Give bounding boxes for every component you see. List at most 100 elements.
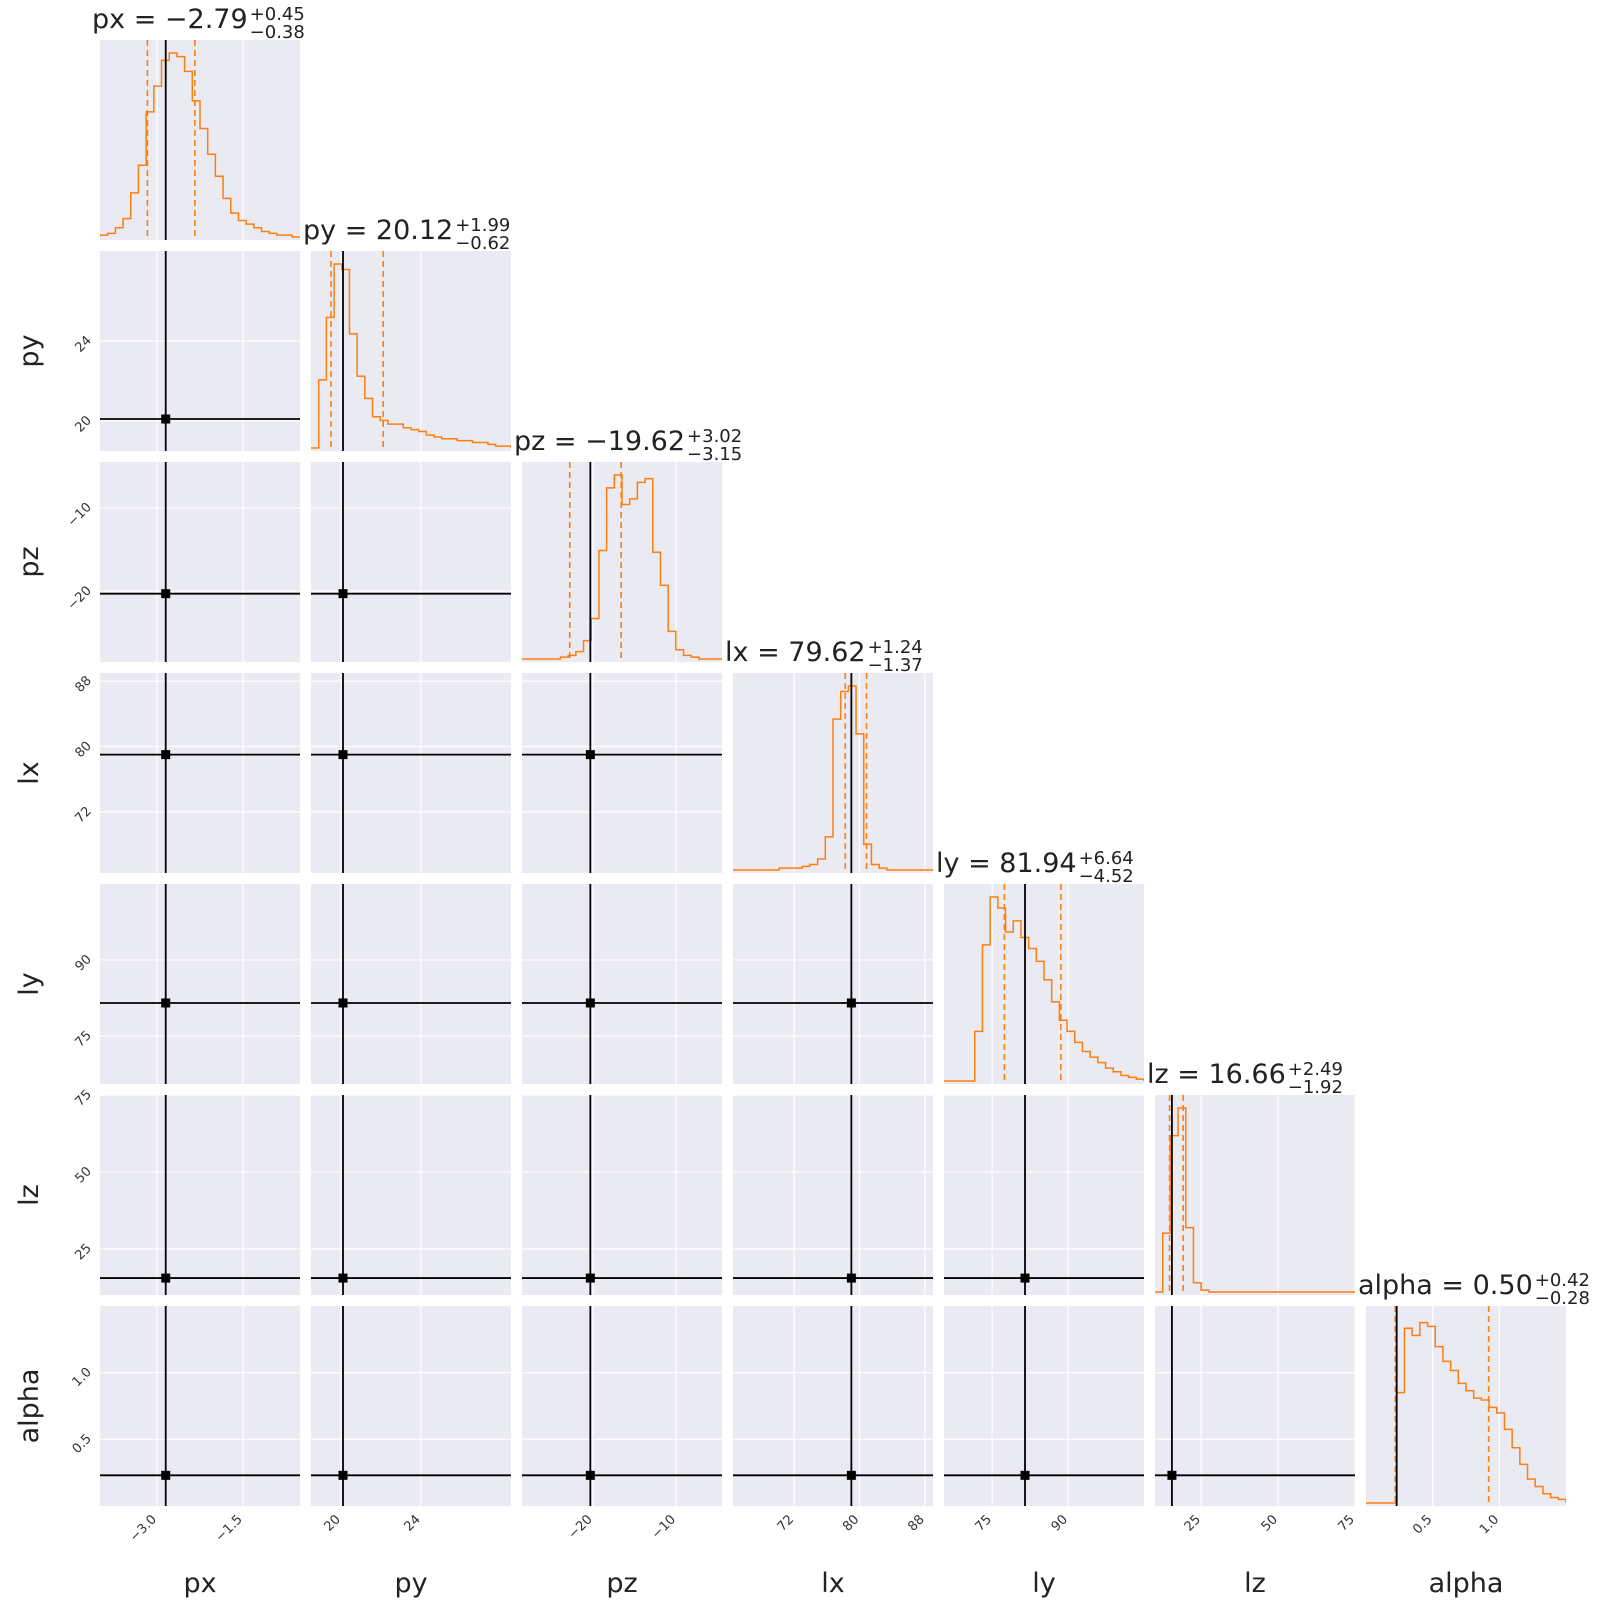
title-minus-lx: −1.37 bbox=[868, 655, 923, 676]
histogram-ly bbox=[944, 896, 1144, 1082]
panel-diag-ly bbox=[944, 884, 1144, 1084]
panel-content-diag-lx bbox=[733, 673, 933, 873]
panel-title-ly: ly = 81.94 bbox=[936, 848, 1077, 879]
title-plus-px: +0.45 bbox=[250, 4, 305, 25]
truth-marker-lz-vs-px bbox=[161, 1273, 171, 1283]
panel-content-alpha-vs-lz bbox=[1155, 1306, 1355, 1506]
truth-marker-alpha-vs-py bbox=[338, 1470, 348, 1480]
truth-marker-pz-vs-px bbox=[161, 589, 171, 599]
histogram-lz bbox=[1155, 1107, 1355, 1293]
y-tick-label-py-1: 24 bbox=[73, 333, 95, 355]
panel-pz-vs-py bbox=[311, 462, 511, 662]
x-tick-label-pz-1: −10 bbox=[649, 1512, 679, 1542]
histogram-lx bbox=[733, 685, 933, 871]
title-minus-px: −0.38 bbox=[250, 22, 305, 43]
title-value-alpha: alpha = 0.50 bbox=[1358, 1270, 1533, 1301]
panel-diag-px bbox=[100, 40, 300, 240]
truth-marker-pz-vs-py bbox=[338, 589, 348, 599]
panel-lz-vs-px bbox=[100, 1095, 300, 1295]
panel-diag-alpha bbox=[1366, 1306, 1566, 1506]
x-tick-label-px-1: −1.5 bbox=[213, 1512, 246, 1545]
histogram-alpha bbox=[1366, 1321, 1566, 1504]
truth-marker-alpha-vs-pz bbox=[585, 1470, 595, 1480]
panel-content-diag-pz bbox=[522, 462, 722, 662]
y-tick-label-pz-1: −10 bbox=[65, 500, 95, 530]
panel-title-alpha: alpha = 0.50 bbox=[1358, 1270, 1533, 1301]
histogram-px bbox=[100, 52, 300, 238]
truth-marker-lz-vs-py bbox=[338, 1273, 348, 1283]
title-plus-ly: +6.64 bbox=[1079, 848, 1134, 869]
panel-content-alpha-vs-pz bbox=[522, 1306, 722, 1506]
title-value-lz: lz = 16.66 bbox=[1147, 1059, 1286, 1090]
panel-title-px: px = −2.79 bbox=[92, 4, 248, 35]
panel-lz-vs-py bbox=[311, 1095, 511, 1295]
truth-marker-lz-vs-lx bbox=[846, 1273, 856, 1283]
x-axis-label-pz: pz bbox=[606, 1568, 637, 1599]
y-tick-label-lx-0: 72 bbox=[73, 804, 95, 826]
y-axis-label-ly: ly bbox=[14, 972, 45, 996]
truth-marker-lx-vs-px bbox=[161, 750, 171, 760]
y-axis-label-pz: pz bbox=[14, 546, 45, 577]
title-plus-lz: +2.49 bbox=[1288, 1059, 1343, 1080]
x-axis-label-lz: lz bbox=[1244, 1568, 1266, 1599]
panel-content-lz-vs-pz bbox=[522, 1095, 722, 1295]
x-tick-label-lz-1: 50 bbox=[1259, 1512, 1281, 1534]
histogram-py bbox=[311, 263, 511, 449]
y-tick-label-alpha-0: 0.5 bbox=[70, 1432, 95, 1457]
panel-content-lz-vs-py bbox=[311, 1095, 511, 1295]
title-plus-py: +1.99 bbox=[455, 215, 510, 236]
panel-py-vs-px bbox=[100, 251, 300, 451]
panel-content-ly-vs-py bbox=[311, 884, 511, 1084]
panel-ly-vs-pz bbox=[522, 884, 722, 1084]
panel-content-lx-vs-pz bbox=[522, 673, 722, 873]
x-tick-label-lx-1: 80 bbox=[840, 1512, 862, 1534]
x-axis-label-lx: lx bbox=[821, 1568, 845, 1599]
y-tick-label-ly-1: 90 bbox=[73, 952, 95, 974]
panel-content-alpha-vs-px bbox=[100, 1306, 300, 1506]
x-axis-label-ly: ly bbox=[1032, 1568, 1056, 1599]
truth-marker-alpha-vs-lz bbox=[1167, 1470, 1177, 1480]
panel-title-py: py = 20.12 bbox=[303, 215, 453, 246]
title-minus-py: −0.62 bbox=[455, 233, 510, 254]
panel-content-lz-vs-lx bbox=[733, 1095, 933, 1295]
panel-alpha-vs-lz bbox=[1155, 1306, 1355, 1506]
panel-content-ly-vs-pz bbox=[522, 884, 722, 1084]
x-tick-label-lx-0: 72 bbox=[775, 1512, 797, 1534]
truth-marker-lz-vs-pz bbox=[585, 1273, 595, 1283]
truth-marker-ly-vs-pz bbox=[585, 998, 595, 1008]
truth-marker-lx-vs-py bbox=[338, 750, 348, 760]
title-value-pz: pz = −19.62 bbox=[514, 426, 685, 457]
panel-ly-vs-px bbox=[100, 884, 300, 1084]
truth-marker-alpha-vs-ly bbox=[1020, 1470, 1030, 1480]
x-axis-label-py: py bbox=[394, 1568, 427, 1599]
title-minus-lz: −1.92 bbox=[1288, 1077, 1343, 1098]
panel-diag-lz bbox=[1155, 1095, 1355, 1295]
panel-content-diag-px bbox=[100, 40, 300, 240]
y-axis-label-lx: lx bbox=[14, 761, 45, 785]
y-tick-label-lz-0: 25 bbox=[73, 1241, 95, 1263]
x-tick-label-alpha-0: 0.5 bbox=[1410, 1512, 1435, 1537]
panel-content-lx-vs-py bbox=[311, 673, 511, 873]
x-tick-label-ly-1: 90 bbox=[1049, 1512, 1071, 1534]
panel-ly-vs-lx bbox=[733, 884, 933, 1084]
y-tick-label-lz-2: 75 bbox=[73, 1087, 95, 1109]
y-axis-label-lz: lz bbox=[14, 1184, 45, 1206]
y-tick-label-alpha-1: 1.0 bbox=[70, 1365, 95, 1390]
panel-content-alpha-vs-lx bbox=[733, 1306, 933, 1506]
panel-content-diag-lz bbox=[1155, 1095, 1355, 1295]
y-tick-label-pz-0: −20 bbox=[65, 583, 95, 613]
title-value-px: px = −2.79 bbox=[92, 4, 248, 35]
panel-title-pz: pz = −19.62 bbox=[514, 426, 685, 457]
x-tick-label-py-1: 24 bbox=[402, 1512, 424, 1534]
x-tick-label-lx-2: 88 bbox=[905, 1512, 927, 1534]
x-tick-label-pz-0: −20 bbox=[566, 1512, 596, 1542]
truth-marker-lx-vs-pz bbox=[585, 750, 595, 760]
panel-lx-vs-px bbox=[100, 673, 300, 873]
panel-content-pz-vs-py bbox=[311, 462, 511, 662]
panel-lx-vs-pz bbox=[522, 673, 722, 873]
truth-marker-lz-vs-ly bbox=[1020, 1273, 1030, 1283]
histogram-pz bbox=[522, 474, 722, 660]
panel-lz-vs-pz bbox=[522, 1095, 722, 1295]
x-tick-label-py-0: 20 bbox=[322, 1512, 344, 1534]
